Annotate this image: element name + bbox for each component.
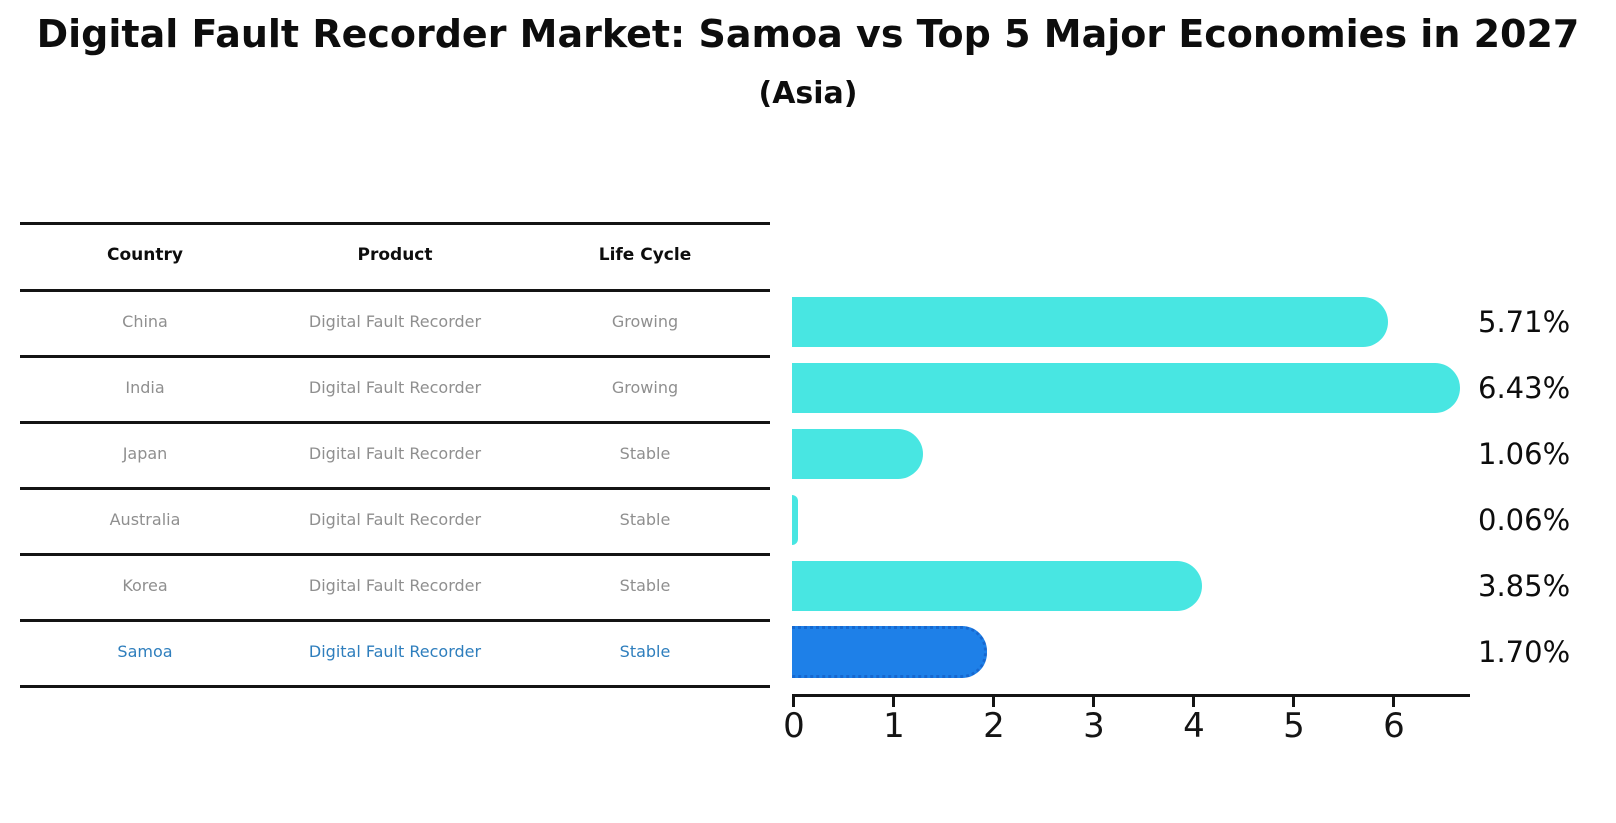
value-label: 0.06% xyxy=(1478,503,1571,537)
country-cell: Korea xyxy=(122,576,168,595)
value-label: 6.43% xyxy=(1478,371,1571,405)
table-header-country: Country xyxy=(107,245,183,265)
value-label: 1.70% xyxy=(1478,635,1571,669)
country-cell: India xyxy=(125,378,165,397)
table-divider xyxy=(20,487,770,490)
x-axis-tick xyxy=(1192,694,1195,707)
bar-korea xyxy=(792,561,1202,611)
x-axis-line xyxy=(792,694,1470,697)
chart-subtitle: (Asia) xyxy=(758,76,858,111)
life-cycle-cell: Stable xyxy=(619,510,671,529)
country-cell: Samoa xyxy=(117,642,173,661)
table-header-life-cycle: Life Cycle xyxy=(598,245,692,265)
life-cycle-cell: Stable xyxy=(619,642,671,661)
life-cycle-cell: Growing xyxy=(611,312,679,331)
country-cell: China xyxy=(122,312,168,331)
x-axis-tick-label: 0 xyxy=(783,706,805,746)
x-axis-tick-label: 3 xyxy=(1083,706,1105,746)
x-axis-tick xyxy=(1392,694,1395,707)
x-axis-tick-label: 4 xyxy=(1183,706,1205,746)
bar-india xyxy=(792,363,1460,413)
x-axis-tick xyxy=(792,694,795,707)
bar-japan xyxy=(792,429,923,479)
bar-samoa-highlighted xyxy=(792,626,987,678)
table-header-product: Product xyxy=(357,245,433,265)
x-axis-tick xyxy=(892,694,895,707)
x-axis-tick xyxy=(1092,694,1095,707)
value-label: 5.71% xyxy=(1478,305,1571,339)
x-axis-tick-label: 1 xyxy=(883,706,905,746)
table-divider xyxy=(20,685,770,688)
life-cycle-cell: Growing xyxy=(611,378,679,397)
bar-china xyxy=(792,297,1388,347)
product-cell: Digital Fault Recorder xyxy=(308,312,482,331)
country-cell: Australia xyxy=(109,510,181,529)
chart-title: Digital Fault Recorder Market: Samoa vs … xyxy=(36,12,1580,56)
x-axis-tick-label: 2 xyxy=(983,706,1005,746)
table-divider xyxy=(20,222,770,225)
x-axis-tick xyxy=(1292,694,1295,707)
life-cycle-cell: Stable xyxy=(619,576,671,595)
table-divider xyxy=(20,289,770,292)
table-divider xyxy=(20,355,770,358)
table-divider xyxy=(20,421,770,424)
product-cell: Digital Fault Recorder xyxy=(308,378,482,397)
product-cell: Digital Fault Recorder xyxy=(308,576,482,595)
x-axis-tick-label: 6 xyxy=(1383,706,1405,746)
bar-australia xyxy=(792,495,798,545)
x-axis-tick xyxy=(992,694,995,707)
value-label: 3.85% xyxy=(1478,569,1571,603)
product-cell: Digital Fault Recorder xyxy=(308,642,482,661)
table-divider xyxy=(20,619,770,622)
table-divider xyxy=(20,553,770,556)
product-cell: Digital Fault Recorder xyxy=(308,444,482,463)
life-cycle-cell: Stable xyxy=(619,444,671,463)
country-cell: Japan xyxy=(122,444,168,463)
x-axis-tick-label: 5 xyxy=(1283,706,1305,746)
value-label: 1.06% xyxy=(1478,437,1571,471)
product-cell: Digital Fault Recorder xyxy=(308,510,482,529)
